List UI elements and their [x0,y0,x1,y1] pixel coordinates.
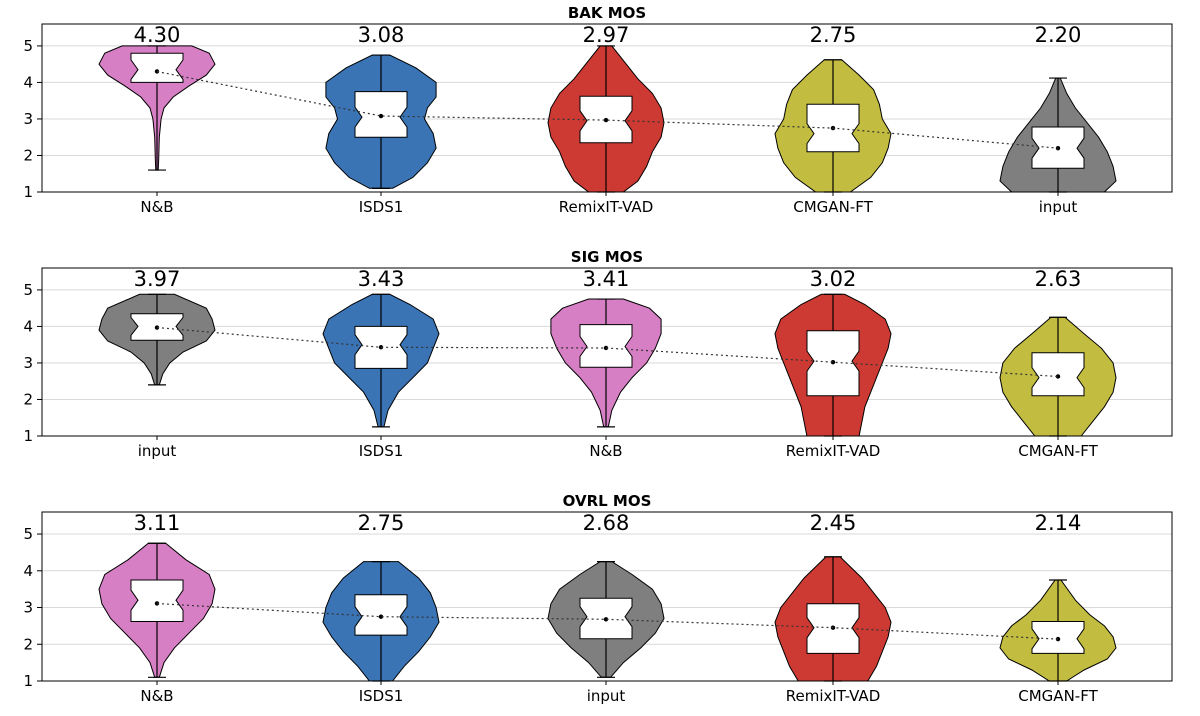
violin-input: 3.97 input [98,267,216,460]
plot-frame [41,511,1173,682]
x-tick-label: CMGAN-FT [793,198,873,216]
mean-trend-line [156,70,1059,149]
mean-marker [154,601,160,606]
mean-marker [154,69,160,74]
mean-label: 3.41 [583,267,630,291]
violin-cmgan-ft: 2.14 CMGAN-FT [999,511,1117,705]
y-tick-label: 5 [23,281,33,299]
x-tick-label: ISDS1 [359,198,404,216]
mean-label: 2.75 [810,23,857,47]
mean-marker [378,113,384,119]
mean-label: 2.68 [583,511,630,535]
mean-label: 2.14 [1035,511,1082,535]
x-tick-label: input [1039,198,1078,216]
mean-label: 3.11 [134,511,181,535]
x-tick-label: RemixIT-VAD [786,687,881,705]
x-tick-label: input [587,687,626,705]
y-tick-label: 2 [23,635,33,653]
mean-label: 2.97 [583,23,630,47]
chart-title: SIG MOS [571,248,643,266]
panel-1: 1 2 3 4 5 BAK MOS 4.30 N&B 3.08 ISDS1 2.97 RemixIT-… [23,4,1173,216]
violin-cmgan-ft: 2.63 CMGAN-FT [999,267,1117,460]
y-tick-label: 1 [23,183,33,201]
box-notched [130,579,184,622]
mean-marker [1055,636,1061,642]
y-tick-label: 5 [23,525,33,543]
y-tick-label: 1 [23,672,33,690]
y-tick-label: 2 [23,390,33,408]
x-tick-label: RemixIT-VAD [786,442,881,460]
violin-n-b: 3.11 N&B [98,511,216,705]
plot-frame [41,23,1173,193]
x-tick-label: ISDS1 [359,687,404,705]
y-tick-label: 1 [23,427,33,445]
violin-input: 2.68 input [547,511,665,705]
violin-isds1: 3.08 ISDS1 [325,23,437,216]
mean-marker [603,617,609,622]
y-tick-label: 4 [23,562,33,580]
y-tick-label: 4 [23,317,33,335]
mean-label: 3.08 [358,23,405,47]
x-tick-label: N&B [589,442,622,460]
box-notched [130,52,184,83]
mean-label: 3.43 [358,267,405,291]
mean-marker [1055,374,1061,379]
violin-remixit-vad: 3.02 RemixIT-VAD [774,267,892,460]
x-tick-label: input [138,442,177,460]
x-tick-label: CMGAN-FT [1018,442,1098,460]
y-tick-label: 5 [23,37,33,55]
violin-remixit-vad: 2.45 RemixIT-VAD [774,511,892,705]
mean-trend-line [156,602,1059,640]
x-tick-label: RemixIT-VAD [559,198,654,216]
mean-label: 3.02 [810,267,857,291]
mean-label: 4.30 [134,23,181,47]
mean-marker [378,614,384,619]
mean-label: 2.63 [1035,267,1082,291]
violin-n-b: 4.30 N&B [98,23,216,216]
chart-title: OVRL MOS [563,492,652,510]
x-tick-label: N&B [140,687,173,705]
panel-2: 1 2 3 4 5 SIG MOS 3.97 input 3.43 ISDS1 3.41 N&B 3.0… [23,248,1173,460]
y-tick-label: 3 [23,599,33,617]
x-tick-label: N&B [140,198,173,216]
violin-cmgan-ft: 2.75 CMGAN-FT [774,23,892,216]
mean-marker [603,117,609,123]
mean-label: 3.97 [134,267,181,291]
y-tick-label: 2 [23,146,33,164]
mean-marker [378,345,384,350]
x-tick-label: CMGAN-FT [1018,687,1098,705]
x-tick-label: ISDS1 [359,442,404,460]
violin-isds1: 2.75 ISDS1 [322,511,440,705]
mean-label: 2.75 [358,511,405,535]
violin-input: 2.20 input [999,23,1117,216]
y-tick-label: 3 [23,110,33,128]
mean-label: 2.45 [810,511,857,535]
mean-marker [830,360,836,365]
violin-isds1: 3.43 ISDS1 [322,267,440,460]
mean-label: 2.20 [1035,23,1082,47]
violin-n-b: 3.41 N&B [550,267,662,460]
y-tick-label: 3 [23,354,33,372]
chart-title: BAK MOS [568,4,646,22]
y-tick-label: 4 [23,73,33,91]
box-notched [1031,352,1085,397]
plot-frame [41,267,1173,437]
mean-marker [603,345,609,351]
violin-remixit-vad: 2.97 RemixIT-VAD [547,23,665,216]
